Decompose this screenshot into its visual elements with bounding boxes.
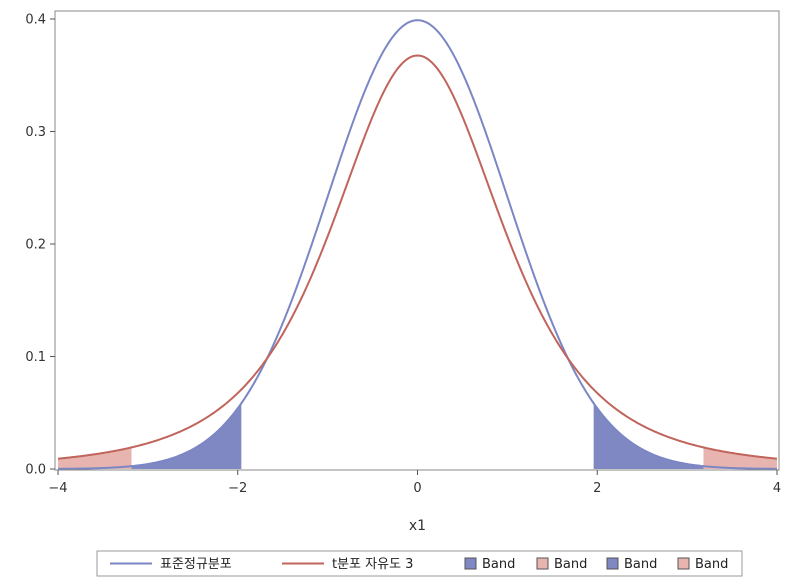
x-tick-label: −2 xyxy=(228,481,247,496)
legend-label: t분포 자유도 3 xyxy=(332,557,413,572)
y-tick-label: 0.3 xyxy=(25,125,46,140)
x-tick-label: 2 xyxy=(593,481,601,496)
y-tick-label: 0.0 xyxy=(25,463,46,478)
x-tick-label: 0 xyxy=(413,481,421,496)
x-axis: −4 −2 0 2 4 xyxy=(48,470,781,496)
legend-box xyxy=(96,550,743,577)
legend-color-swatch xyxy=(606,557,619,570)
legend-label: Band xyxy=(624,557,657,572)
legend-color-swatch xyxy=(464,557,477,570)
legend-label: Band xyxy=(482,557,515,572)
y-tick-label: 0.2 xyxy=(25,238,46,253)
normal-curve xyxy=(57,19,778,470)
band-1 xyxy=(58,403,242,469)
curves-layer xyxy=(57,19,778,470)
band-4 xyxy=(703,447,777,469)
y-tick-label: 0.4 xyxy=(25,13,46,28)
legend: 표준정규분포 t분포 자유도 3 Band Band Band Band xyxy=(96,550,743,577)
legend-label: Band xyxy=(695,557,728,572)
x-axis-label: x1 xyxy=(409,518,426,534)
x-tick-label: −4 xyxy=(48,481,67,496)
legend-label: Band xyxy=(554,557,587,572)
band-3 xyxy=(593,403,777,469)
y-axis: 0.0 0.1 0.2 0.3 0.4 xyxy=(25,13,55,478)
legend-label: 표준정규분포 xyxy=(160,557,232,572)
legend-color-swatch xyxy=(536,557,549,570)
bands-layer xyxy=(58,403,777,469)
legend-color-swatch xyxy=(677,557,690,570)
x-tick-label: 4 xyxy=(773,481,781,496)
band-2 xyxy=(58,447,132,469)
t-curve xyxy=(57,54,778,460)
plot-frame xyxy=(54,10,780,471)
y-tick-label: 0.1 xyxy=(25,350,46,365)
